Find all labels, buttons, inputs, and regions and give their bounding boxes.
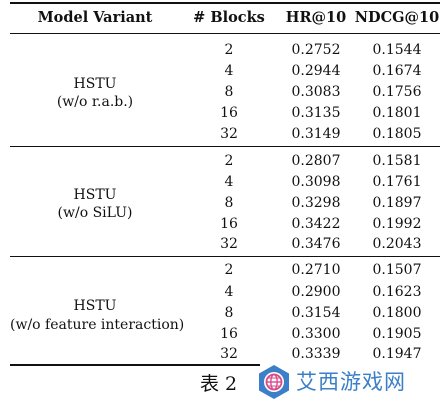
ndcg-cell: 0.1623 xyxy=(372,284,422,300)
model-variant: (w/o SiLU) xyxy=(57,205,133,221)
model-name: HSTU xyxy=(73,76,117,92)
hr-cell: 0.3083 xyxy=(291,84,341,100)
hr-cell: 0.3135 xyxy=(291,105,341,121)
ndcg-cell: 0.1897 xyxy=(372,195,422,211)
blocks-cell: 8 xyxy=(224,84,234,100)
globe-logo-icon xyxy=(256,364,292,400)
hr-cell: 0.3149 xyxy=(291,126,341,142)
top-rule xyxy=(10,2,440,4)
ndcg-cell: 0.1800 xyxy=(372,305,422,321)
hr-cell: 0.3098 xyxy=(291,174,341,190)
ndcg-cell: 0.1544 xyxy=(372,42,422,58)
blocks-cell: 8 xyxy=(224,305,234,321)
header-hr10: HR@10 xyxy=(285,9,347,26)
ndcg-cell: 0.1992 xyxy=(372,216,422,232)
header-model-variant: Model Variant xyxy=(37,9,153,26)
ndcg-cell: 0.1801 xyxy=(372,105,422,121)
ndcg-cell: 0.1756 xyxy=(372,84,422,100)
ndcg-cell: 0.1905 xyxy=(372,326,422,342)
blocks-cell: 32 xyxy=(220,236,238,252)
ndcg-cell: 0.1761 xyxy=(372,174,422,190)
blocks-cell: 2 xyxy=(224,153,234,169)
ndcg-cell: 0.2043 xyxy=(372,236,422,252)
ndcg-cell: 0.1947 xyxy=(372,346,422,362)
hr-cell: 0.3298 xyxy=(291,195,341,211)
ndcg-cell: 0.1805 xyxy=(372,126,422,142)
header-blocks: # Blocks xyxy=(193,9,265,26)
table-caption: 表 2 xyxy=(200,373,238,395)
blocks-cell: 4 xyxy=(224,284,234,300)
blocks-cell: 8 xyxy=(224,195,234,211)
group-separator-1 xyxy=(10,146,440,147)
bottom-rule xyxy=(10,364,260,366)
blocks-cell: 16 xyxy=(220,216,238,232)
hr-cell: 0.2900 xyxy=(291,284,341,300)
hr-cell: 0.3422 xyxy=(291,216,341,232)
blocks-cell: 2 xyxy=(224,42,234,58)
model-name: HSTU xyxy=(73,187,117,203)
hr-cell: 0.2944 xyxy=(291,63,341,79)
watermark-text: 艾西游戏网 xyxy=(296,370,406,394)
header-ndcg10: NDCG@10 xyxy=(354,9,440,26)
hr-cell: 0.3339 xyxy=(291,346,341,362)
blocks-cell: 16 xyxy=(220,105,238,121)
ndcg-cell: 0.1581 xyxy=(372,153,422,169)
hr-cell: 0.2710 xyxy=(291,262,341,278)
model-name: HSTU xyxy=(73,298,117,314)
group-separator-2 xyxy=(10,256,440,257)
blocks-cell: 2 xyxy=(224,262,234,278)
blocks-cell: 32 xyxy=(220,346,238,362)
ndcg-cell: 0.1674 xyxy=(372,63,422,79)
blocks-cell: 32 xyxy=(220,126,238,142)
hr-cell: 0.2752 xyxy=(291,42,341,58)
header-rule xyxy=(10,33,440,34)
hr-cell: 0.3300 xyxy=(291,326,341,342)
model-variant: (w/o r.a.b.) xyxy=(56,94,134,110)
model-variant: (w/o feature interaction) xyxy=(10,317,185,333)
blocks-cell: 4 xyxy=(224,63,234,79)
blocks-cell: 16 xyxy=(220,326,238,342)
hr-cell: 0.3154 xyxy=(291,305,341,321)
hr-cell: 0.3476 xyxy=(291,236,341,252)
ndcg-cell: 0.1507 xyxy=(372,262,422,278)
blocks-cell: 4 xyxy=(224,174,234,190)
hr-cell: 0.2807 xyxy=(291,153,341,169)
